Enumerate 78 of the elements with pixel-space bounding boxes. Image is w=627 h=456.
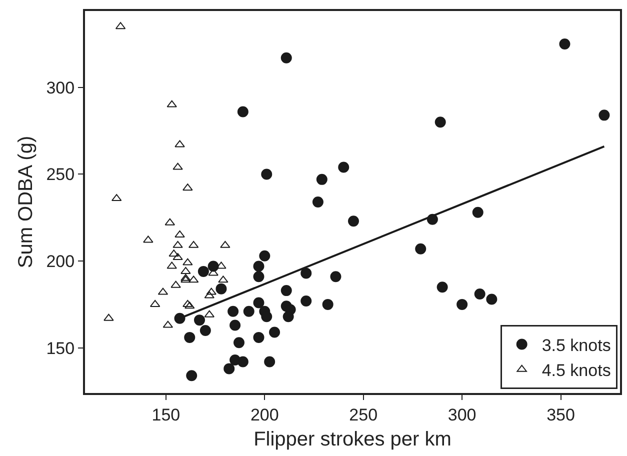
- point: [253, 260, 264, 272]
- point: [434, 116, 446, 128]
- point: [224, 363, 235, 374]
- point: [218, 276, 228, 283]
- x-tick-label: 250: [349, 405, 378, 424]
- point: [182, 300, 193, 307]
- point: [166, 262, 177, 269]
- point: [180, 274, 191, 281]
- point: [174, 140, 185, 148]
- point: [198, 266, 209, 277]
- point: [172, 162, 183, 170]
- point: [282, 311, 294, 322]
- point: [166, 100, 177, 108]
- point: [280, 285, 292, 296]
- point: [322, 298, 334, 310]
- point: [253, 271, 264, 282]
- x-axis-title: Flipper strokes per km: [254, 428, 452, 450]
- point: [184, 302, 195, 309]
- point: [243, 306, 254, 317]
- point: [182, 184, 193, 191]
- point: [474, 288, 486, 300]
- y-tick-label: 300: [46, 78, 75, 98]
- point: [230, 320, 241, 331]
- point: [261, 168, 272, 180]
- point: [233, 337, 244, 348]
- point: [182, 258, 193, 266]
- point: [472, 206, 484, 218]
- y-axis-title: Sum ODBA (g): [15, 136, 38, 268]
- point: [228, 306, 239, 317]
- point: [172, 240, 183, 248]
- point: [456, 298, 468, 310]
- point: [269, 326, 280, 338]
- point: [300, 295, 312, 306]
- y-tick-label: 150: [46, 338, 75, 358]
- point: [253, 332, 264, 343]
- point: [436, 282, 448, 293]
- point: [316, 174, 328, 185]
- point: [104, 314, 114, 321]
- point: [559, 38, 570, 50]
- y-tick-label: 200: [46, 252, 75, 271]
- point: [237, 106, 248, 118]
- x-tick-label: 150: [152, 405, 180, 424]
- point: [280, 52, 292, 64]
- point: [180, 276, 191, 283]
- point: [486, 294, 498, 305]
- point: [174, 230, 185, 238]
- point: [194, 314, 205, 326]
- legend-label: 4.5 knots: [542, 360, 611, 380]
- point: [253, 297, 264, 308]
- point: [261, 311, 272, 322]
- point: [186, 370, 198, 382]
- point: [204, 291, 214, 298]
- y-tick-label: 250: [46, 165, 75, 184]
- point: [143, 236, 154, 243]
- point: [220, 240, 230, 248]
- point: [338, 162, 350, 173]
- point: [598, 110, 610, 121]
- point: [237, 356, 248, 368]
- point: [300, 268, 312, 279]
- point: [264, 356, 276, 368]
- legend-label: 3.5 knots: [542, 336, 611, 355]
- point: [415, 243, 426, 254]
- x-tick-label: 200: [250, 405, 279, 424]
- point: [200, 324, 211, 336]
- point: [168, 250, 179, 257]
- x-tick-label: 350: [546, 405, 575, 424]
- point: [216, 283, 227, 294]
- point: [330, 271, 342, 282]
- point: [184, 332, 196, 343]
- point: [170, 280, 181, 288]
- point: [204, 310, 214, 318]
- x-tick-label: 300: [448, 405, 476, 424]
- point: [348, 216, 359, 227]
- point: [172, 253, 183, 260]
- point: [312, 196, 324, 208]
- point: [206, 288, 216, 295]
- point: [180, 266, 191, 274]
- point: [259, 250, 270, 262]
